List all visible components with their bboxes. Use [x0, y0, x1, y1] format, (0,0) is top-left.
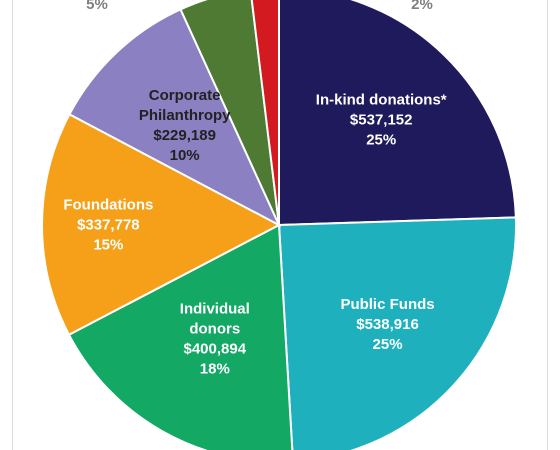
frame-right-border [547, 0, 548, 450]
pie-slice [67, 223, 294, 450]
frame-left-border [12, 0, 13, 450]
pie-slice [278, 0, 517, 227]
slice-label-name: Individual [180, 300, 250, 317]
pie-slice [277, 216, 517, 450]
slice-label-percent: 10% [170, 147, 200, 164]
pie-slices [41, 0, 517, 450]
slice-label-amount: $337,778 [77, 217, 140, 234]
slice-label-name: Foundations [63, 197, 153, 214]
slice-label-percent: 5% [86, 0, 108, 13]
pie-outer-labels: 5% 2% [86, 0, 433, 13]
slice-label-name: donors [189, 320, 240, 337]
slice-label-percent: 25% [373, 336, 403, 353]
slice-label-name: Corporate [149, 87, 221, 104]
slice-label-name: Public Funds [340, 296, 434, 313]
pie-slice [250, 0, 280, 226]
slice-label-amount: $537,152 [350, 111, 413, 128]
pie-slice [41, 112, 282, 337]
pie-labels: In-kind donations* $537,152 25% Public Fund… [63, 87, 446, 377]
pie-slice [68, 8, 282, 228]
pie-slice [179, 0, 280, 226]
slice-label-amount: $400,894 [184, 340, 247, 357]
slice-label-name: Philanthropy [139, 107, 231, 124]
slice-label-percent: 15% [93, 237, 123, 254]
slice-label-amount: $229,189 [153, 127, 216, 144]
slice-label-percent: 2% [411, 0, 433, 13]
slice-label-name: In-kind donations* [316, 91, 447, 108]
slice-label-percent: 25% [366, 131, 396, 148]
slice-label-percent: 18% [200, 360, 230, 377]
slice-label-amount: $538,916 [356, 316, 419, 333]
